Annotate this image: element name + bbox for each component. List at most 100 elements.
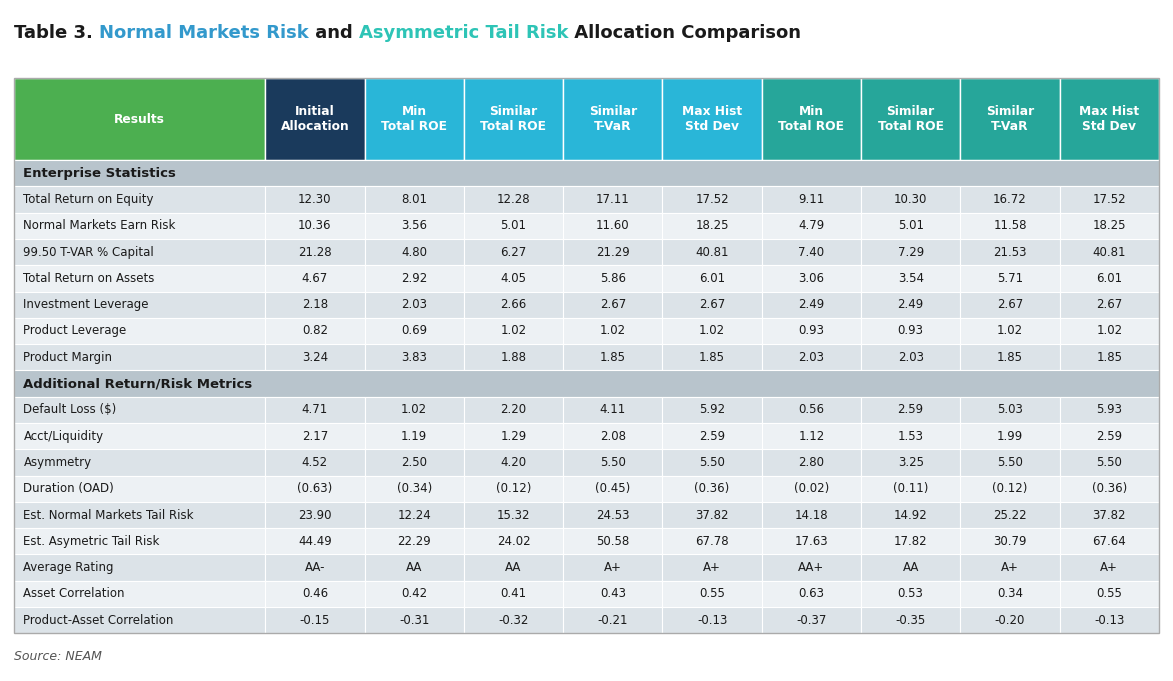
Bar xyxy=(1059,607,1159,633)
Text: 21.53: 21.53 xyxy=(994,246,1026,259)
Text: 14.92: 14.92 xyxy=(894,509,928,522)
Text: 0.53: 0.53 xyxy=(897,588,923,601)
Text: 2.59: 2.59 xyxy=(699,430,725,443)
Text: 5.50: 5.50 xyxy=(699,456,725,469)
Bar xyxy=(463,212,563,239)
Bar xyxy=(761,502,861,528)
Bar xyxy=(563,449,663,475)
Text: 5.86: 5.86 xyxy=(599,272,625,285)
Text: 2.49: 2.49 xyxy=(799,298,825,311)
Text: 1.02: 1.02 xyxy=(501,324,527,338)
Text: 5.03: 5.03 xyxy=(997,403,1023,416)
Bar xyxy=(463,265,563,291)
Text: -0.37: -0.37 xyxy=(796,614,827,627)
Text: 17.63: 17.63 xyxy=(794,535,828,548)
Bar xyxy=(961,239,1059,265)
Text: 44.49: 44.49 xyxy=(298,535,332,548)
Bar xyxy=(761,449,861,475)
Bar xyxy=(563,581,663,607)
Text: 3.54: 3.54 xyxy=(897,272,923,285)
Bar xyxy=(14,449,265,475)
Text: Average Rating: Average Rating xyxy=(23,561,114,574)
Text: Asset Correlation: Asset Correlation xyxy=(23,588,126,601)
Bar xyxy=(265,475,365,502)
Text: -0.20: -0.20 xyxy=(995,614,1025,627)
Text: 17.52: 17.52 xyxy=(1092,193,1126,206)
Text: 12.30: 12.30 xyxy=(298,193,332,206)
Bar xyxy=(463,475,563,502)
Text: 2.59: 2.59 xyxy=(1097,430,1123,443)
Bar xyxy=(265,423,365,449)
Bar xyxy=(961,265,1059,291)
Text: 1.88: 1.88 xyxy=(501,351,527,364)
Text: Similar
T-VaR: Similar T-VaR xyxy=(589,105,637,133)
Text: 25.22: 25.22 xyxy=(994,509,1026,522)
Text: 0.69: 0.69 xyxy=(401,324,427,338)
Bar xyxy=(1059,78,1159,160)
Bar xyxy=(761,475,861,502)
Text: and: and xyxy=(308,24,359,42)
Text: 15.32: 15.32 xyxy=(496,509,530,522)
Bar xyxy=(265,449,365,475)
Text: Normal Markets Earn Risk: Normal Markets Earn Risk xyxy=(23,219,176,232)
Bar xyxy=(265,607,365,633)
Text: -0.35: -0.35 xyxy=(895,614,925,627)
Text: Normal Markets Risk: Normal Markets Risk xyxy=(100,24,308,42)
Bar xyxy=(861,187,961,212)
Text: 10.36: 10.36 xyxy=(298,219,332,232)
Bar xyxy=(1059,212,1159,239)
Text: (0.12): (0.12) xyxy=(496,482,531,495)
Bar xyxy=(1059,449,1159,475)
Text: Asymmetric Tail Risk: Asymmetric Tail Risk xyxy=(359,24,569,42)
Bar xyxy=(14,423,265,449)
Text: 2.03: 2.03 xyxy=(897,351,923,364)
Text: (0.11): (0.11) xyxy=(893,482,928,495)
Bar xyxy=(563,78,663,160)
Bar xyxy=(663,291,761,318)
Text: 37.82: 37.82 xyxy=(1092,509,1126,522)
Text: 3.25: 3.25 xyxy=(897,456,923,469)
Bar xyxy=(463,607,563,633)
Text: 0.56: 0.56 xyxy=(799,403,825,416)
Bar xyxy=(463,318,563,344)
Text: 2.67: 2.67 xyxy=(1096,298,1123,311)
Text: AA: AA xyxy=(506,561,522,574)
Text: 7.29: 7.29 xyxy=(897,246,924,259)
Text: 4.67: 4.67 xyxy=(301,272,328,285)
Text: 4.52: 4.52 xyxy=(301,456,328,469)
Bar xyxy=(14,318,265,344)
Bar xyxy=(1059,291,1159,318)
Text: 0.55: 0.55 xyxy=(699,588,725,601)
Bar xyxy=(463,449,563,475)
Text: 2.67: 2.67 xyxy=(699,298,725,311)
Text: 3.24: 3.24 xyxy=(301,351,328,364)
Bar xyxy=(961,212,1059,239)
Text: 2.03: 2.03 xyxy=(401,298,427,311)
Text: Est. Normal Markets Tail Risk: Est. Normal Markets Tail Risk xyxy=(23,509,194,522)
Text: 1.02: 1.02 xyxy=(599,324,626,338)
Text: Min
Total ROE: Min Total ROE xyxy=(779,105,845,133)
Text: 4.80: 4.80 xyxy=(401,246,427,259)
Bar xyxy=(663,607,761,633)
Text: (0.36): (0.36) xyxy=(694,482,730,495)
Text: 37.82: 37.82 xyxy=(696,509,728,522)
Bar xyxy=(1059,187,1159,212)
Bar xyxy=(663,449,761,475)
Bar xyxy=(861,502,961,528)
Text: 6.01: 6.01 xyxy=(1097,272,1123,285)
Bar xyxy=(961,78,1059,160)
Bar xyxy=(563,187,663,212)
Text: 1.85: 1.85 xyxy=(1097,351,1123,364)
Bar xyxy=(961,291,1059,318)
Text: 5.50: 5.50 xyxy=(1097,456,1123,469)
Bar xyxy=(861,212,961,239)
Bar xyxy=(365,318,463,344)
Bar xyxy=(861,291,961,318)
Text: 0.46: 0.46 xyxy=(301,588,328,601)
Bar xyxy=(265,554,365,581)
Bar xyxy=(365,502,463,528)
Bar xyxy=(365,265,463,291)
Text: 2.66: 2.66 xyxy=(501,298,527,311)
Bar xyxy=(761,607,861,633)
Bar xyxy=(663,239,761,265)
